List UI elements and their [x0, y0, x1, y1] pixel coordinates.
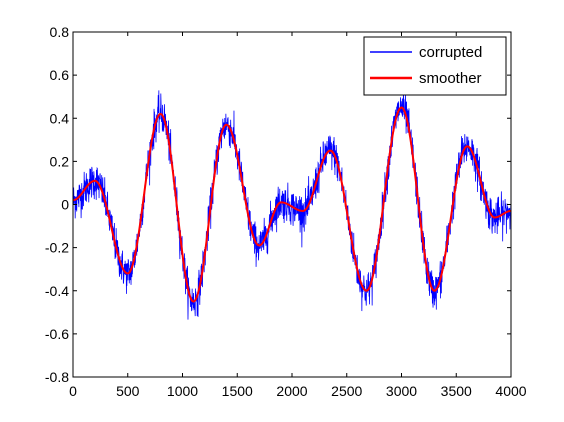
x-tick-label: 0	[69, 383, 77, 399]
legend: corrupted smoother	[364, 37, 506, 95]
y-tick-label: 0.2	[50, 153, 70, 169]
y-tick-label: 0.4	[50, 110, 70, 126]
y-tick-label: -0.8	[45, 369, 69, 385]
legend-label-smoother: smoother	[419, 70, 482, 87]
legend-label-corrupted: corrupted	[419, 44, 482, 61]
y-tick-label: 0	[61, 197, 69, 213]
y-tick-label: 0.6	[50, 67, 70, 83]
y-tick-label: -0.6	[45, 326, 69, 342]
y-tick-label: 0.8	[50, 24, 70, 40]
x-tick-label: 3500	[441, 383, 472, 399]
x-tick-label: 3000	[386, 383, 417, 399]
x-tick-label: 4000	[495, 383, 526, 399]
y-tick-label: -0.2	[45, 240, 69, 256]
y-tick-label: -0.4	[45, 283, 69, 299]
x-tick-label: 2000	[276, 383, 307, 399]
x-tick-label: 1500	[222, 383, 253, 399]
x-tick-label: 2500	[331, 383, 362, 399]
x-tick-label: 500	[116, 383, 140, 399]
x-tick-label: 1000	[167, 383, 198, 399]
